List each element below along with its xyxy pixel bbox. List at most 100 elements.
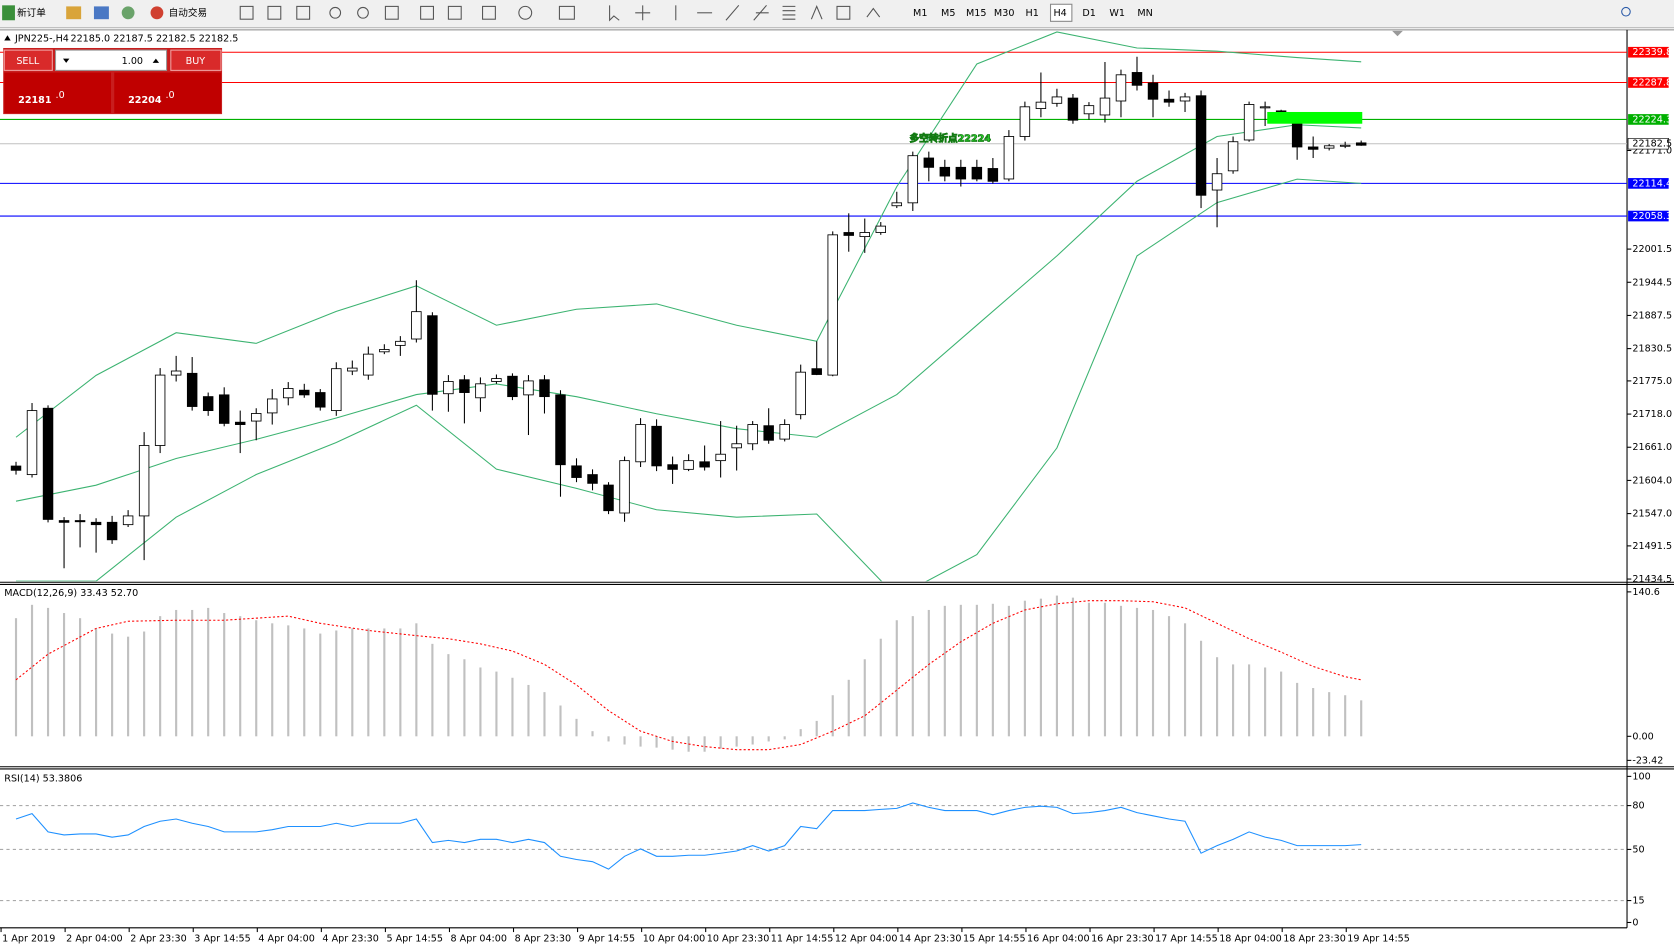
zoom-in[interactable] (329, 6, 342, 19)
macd-bar (943, 605, 946, 737)
macd-title: MACD(12,26,9) 33.43 52.70 (4, 588, 138, 599)
ask-box[interactable] (114, 72, 221, 114)
rsi-line (15, 802, 1362, 870)
candle-body (26, 410, 38, 476)
lot-up[interactable] (152, 58, 160, 63)
text-tool[interactable] (810, 5, 823, 20)
timeframe-button[interactable]: D1 (1082, 8, 1096, 19)
arrow-tool[interactable] (866, 7, 881, 18)
trendline-tool[interactable] (725, 4, 740, 21)
x-tick-label: 8 Apr 23:30 (515, 933, 571, 944)
tool-icon[interactable] (239, 5, 254, 20)
timeframe-button[interactable]: MN (1137, 8, 1152, 19)
x-tick-label: 2 Apr 23:30 (130, 933, 186, 944)
timeframe-button[interactable]: H1 (1025, 8, 1038, 19)
timeframe-button[interactable]: M1 (913, 8, 927, 19)
lot-down[interactable] (62, 58, 70, 63)
timeframe-button[interactable]: H4 (1053, 8, 1066, 19)
macd-bar (351, 628, 354, 737)
zoom-out[interactable] (357, 6, 369, 19)
candle-body (491, 378, 502, 382)
auto-trading-icon[interactable] (150, 6, 164, 20)
sell-label[interactable]: SELL (16, 56, 40, 67)
candle-body (555, 394, 566, 466)
macd-bar (1135, 607, 1139, 737)
candle-body (1259, 106, 1271, 109)
tool-icon[interactable] (121, 6, 135, 20)
candle-body (731, 443, 742, 449)
y-tick-label: 21944.5 (1632, 277, 1672, 288)
tool-icon[interactable] (420, 5, 434, 20)
collapse-arrow[interactable] (4, 35, 11, 41)
cursor-tool[interactable] (609, 5, 620, 22)
x-tick-label: 3 Apr 14:55 (194, 933, 250, 944)
candle-body (1323, 145, 1335, 149)
tool-icon[interactable] (66, 6, 82, 20)
candle-body (250, 413, 262, 422)
candle-body (1291, 122, 1303, 148)
bollinger-band (15, 124, 1362, 502)
candle-body (170, 370, 182, 376)
macd-bar (1103, 602, 1107, 737)
tool-icon[interactable] (267, 5, 282, 20)
lot-value[interactable]: 1.00 (122, 56, 143, 67)
signal-line (15, 600, 1362, 751)
macd-bar (783, 736, 786, 740)
macd-bar (1119, 605, 1123, 737)
bid-box[interactable] (4, 72, 112, 114)
new-order-icon[interactable] (2, 5, 15, 21)
axes: 22171.0 22001.5 21944.5 21887.5 21830.5 21775… (0, 46, 1672, 944)
bid-price-big[interactable]: .0 (56, 90, 65, 101)
x-tick-label: 1 Apr 2019 (2, 933, 55, 944)
macd-bar (1344, 695, 1347, 737)
tool-icon[interactable] (296, 5, 311, 20)
timeframe-button[interactable]: M5 (941, 8, 955, 19)
annotation: 多空转折点22224 (910, 133, 992, 145)
fibo-tool[interactable] (782, 5, 796, 20)
candle-body (1307, 146, 1319, 150)
tool-icon[interactable] (447, 5, 462, 20)
candle-body (1227, 141, 1239, 172)
timeframe-button[interactable]: M15 (966, 8, 987, 19)
new-order-button[interactable]: 新订单 (17, 7, 46, 19)
macd-bar (175, 609, 178, 737)
sell-button[interactable] (3, 49, 53, 71)
channel-tool[interactable] (753, 4, 769, 21)
macd-bar (815, 720, 818, 737)
auto-trading-button[interactable]: 自动交易 (169, 7, 207, 19)
candle-body (42, 407, 54, 520)
bid-price[interactable]: 22181 (18, 95, 52, 106)
tool-icon[interactable] (384, 5, 399, 20)
macd-bar (1071, 597, 1075, 737)
macd-bar (895, 620, 898, 737)
macd-bar (14, 618, 18, 737)
macd-bar (1312, 688, 1315, 737)
ask-price-big[interactable]: .0 (165, 90, 174, 101)
macd-bar (46, 607, 50, 737)
buy-label[interactable]: BUY (186, 56, 206, 67)
ask-price[interactable]: 22204 (128, 95, 162, 106)
macd-bar (719, 736, 722, 749)
candle-body (795, 371, 806, 416)
candle-body (1019, 106, 1031, 137)
candle-body (315, 392, 326, 408)
tool-icon[interactable] (482, 5, 496, 20)
y-tick-label: 21887.5 (1632, 310, 1672, 321)
tool-icon[interactable] (93, 6, 109, 20)
rsi-title: RSI(14) 53.3806 (4, 774, 82, 785)
label-tool[interactable] (836, 5, 851, 20)
last-price-label: 22182.5 (1632, 139, 1672, 150)
macd-bar (831, 695, 834, 737)
candle-body (74, 520, 86, 523)
tool-icon[interactable] (518, 5, 533, 20)
tool-icon[interactable] (558, 5, 575, 20)
macd-bar (607, 736, 610, 742)
lot-input[interactable] (54, 49, 168, 71)
crosshair-tool[interactable] (635, 5, 651, 21)
level-label: 22058.3 (1632, 211, 1672, 222)
search[interactable] (1621, 6, 1631, 17)
timeframe-button[interactable]: W1 (1109, 8, 1125, 19)
buy-button[interactable] (170, 49, 222, 71)
timeframe-button[interactable]: M30 (994, 8, 1015, 19)
